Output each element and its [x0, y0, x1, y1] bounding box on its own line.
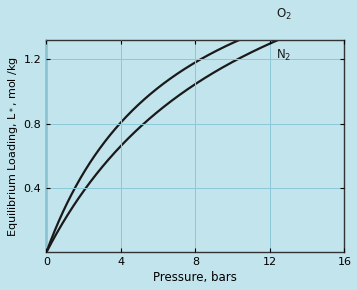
Text: N$_2$: N$_2$ — [276, 48, 291, 63]
Text: O$_2$: O$_2$ — [276, 6, 291, 21]
Y-axis label: Equilibrium Loading, L$_*$, mol /kg: Equilibrium Loading, L$_*$, mol /kg — [6, 56, 20, 237]
X-axis label: Pressure, bars: Pressure, bars — [154, 271, 237, 284]
